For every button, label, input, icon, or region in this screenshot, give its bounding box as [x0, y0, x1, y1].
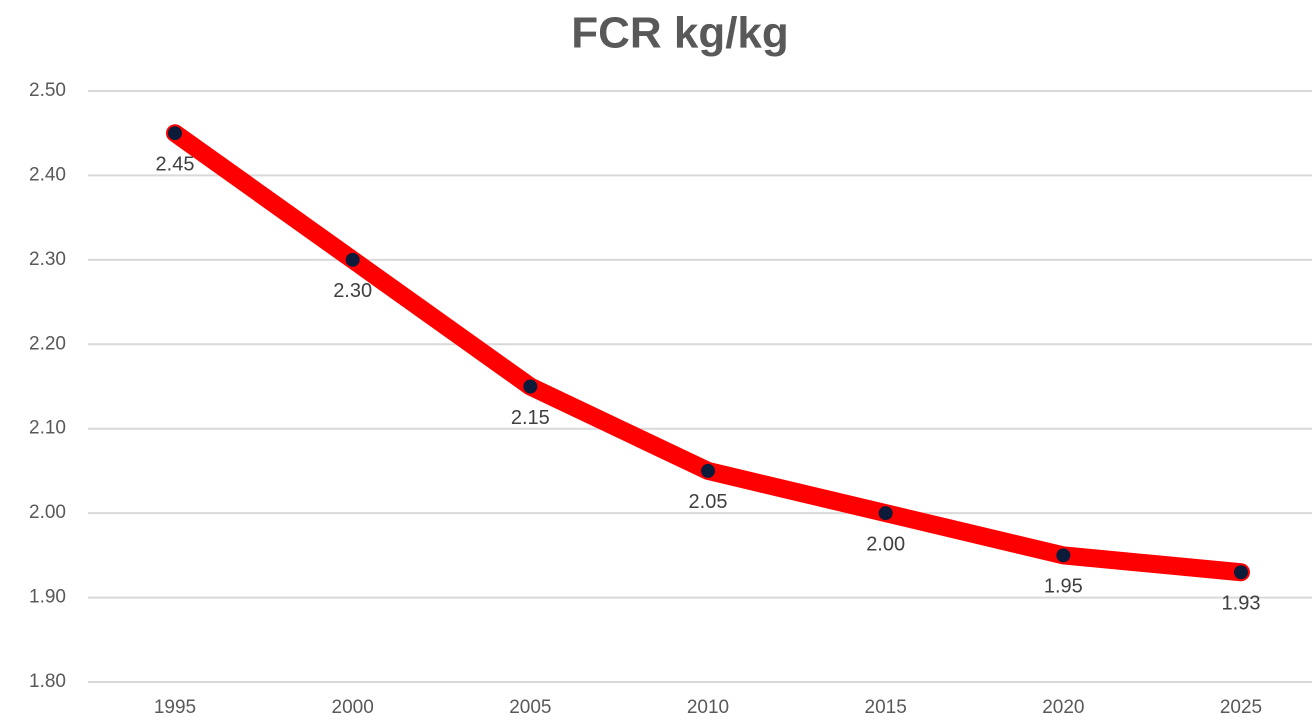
data-label: 1.95	[1044, 576, 1083, 598]
y-tick-label: 2.00	[29, 502, 66, 523]
chart-title: FCR kg/kg	[571, 9, 789, 58]
x-tick-label: 2005	[509, 697, 551, 718]
y-tick-label: 2.50	[29, 80, 66, 101]
y-tick-label: 2.20	[29, 333, 66, 354]
y-tick-label: 1.90	[29, 587, 66, 608]
data-label: 2.45	[156, 153, 195, 175]
x-tick-label: 2025	[1220, 697, 1262, 718]
x-tick-label: 2010	[687, 697, 729, 718]
marker	[523, 379, 538, 394]
y-tick-label: 2.40	[29, 164, 66, 185]
data-label: 2.05	[689, 491, 728, 513]
data-label: 2.00	[866, 533, 905, 555]
x-tick-label: 2015	[865, 697, 907, 718]
marker	[701, 463, 715, 478]
x-tick-label: 1995	[154, 697, 196, 718]
y-tick-label: 2.30	[29, 249, 66, 270]
marker	[1234, 565, 1248, 580]
x-tick-label: 2020	[1042, 697, 1084, 718]
y-tick-label: 1.80	[29, 671, 66, 692]
x-tick-label: 2000	[332, 697, 374, 718]
marker	[1056, 548, 1071, 563]
marker	[878, 506, 893, 521]
marker	[345, 252, 360, 267]
y-tick-label: 2.10	[29, 418, 66, 439]
data-label: 2.30	[333, 280, 372, 302]
data-label: 2.15	[511, 407, 550, 429]
marker	[168, 126, 182, 141]
data-label: 1.93	[1222, 593, 1261, 615]
